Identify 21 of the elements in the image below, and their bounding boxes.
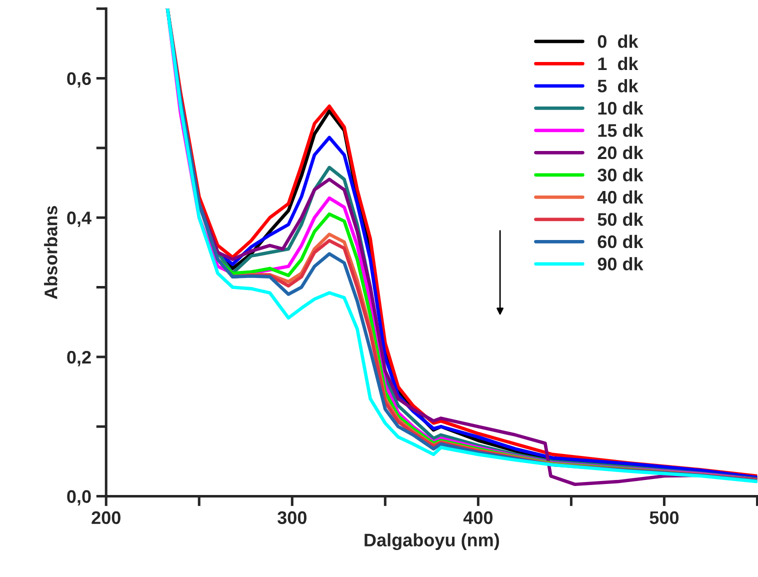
legend-label: 1 dk bbox=[598, 56, 638, 70]
legend-label: 10 dk bbox=[598, 101, 644, 115]
legend-label: 60 dk bbox=[598, 234, 644, 248]
x-tick-label: 200 bbox=[92, 511, 120, 524]
y-axis-title: Absorbans bbox=[44, 206, 58, 300]
legend-label: 0 dk bbox=[598, 34, 638, 48]
legend-label: 20 dk bbox=[598, 146, 644, 160]
legend-label: 40 dk bbox=[597, 190, 644, 204]
legend-label: 50 dk bbox=[598, 212, 644, 226]
x-tick-label: 300 bbox=[278, 511, 306, 524]
x-tick-label: 500 bbox=[650, 511, 679, 524]
x-tick-label: 400 bbox=[463, 511, 493, 524]
legend-label: 15 dk bbox=[598, 124, 644, 137]
y-tick-label: 0,4 bbox=[67, 212, 92, 227]
legend-label: 30 dk bbox=[598, 168, 644, 182]
y-tick-label: 0,6 bbox=[67, 72, 91, 88]
legend-label: 90 dk bbox=[598, 257, 644, 270]
y-tick-label: 0,2 bbox=[67, 350, 91, 366]
legend-label: 5 dk bbox=[598, 79, 638, 92]
x-axis-title: Dalgaboyu (nm) bbox=[364, 533, 499, 550]
y-tick-label: 0,0 bbox=[67, 490, 91, 506]
